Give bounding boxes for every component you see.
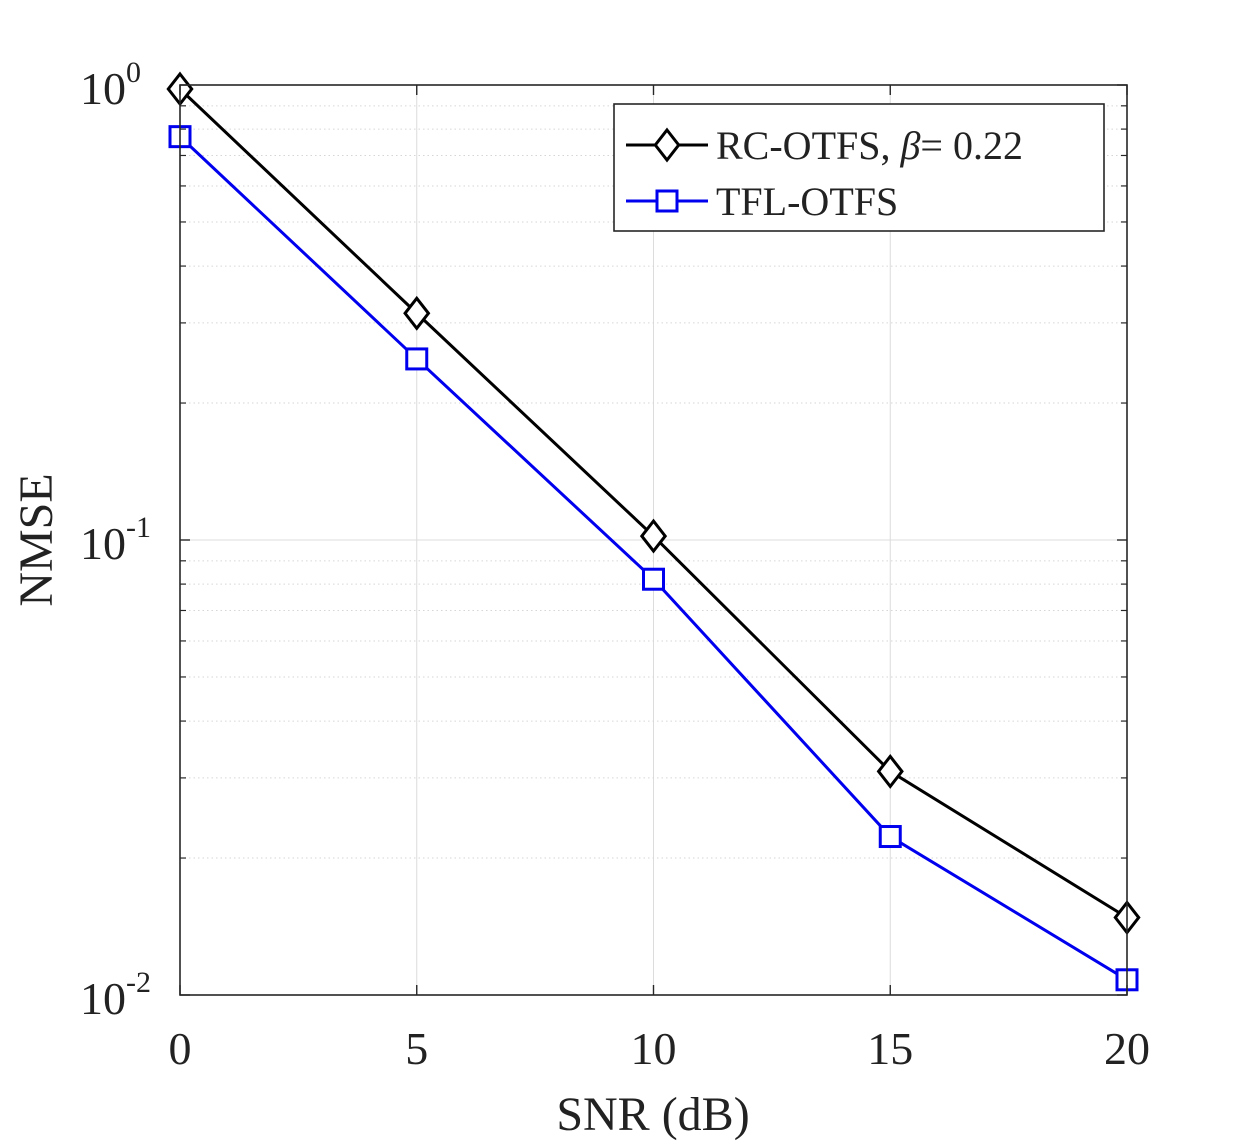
data-point bbox=[403, 295, 431, 331]
legend-entry-2: TFL-OTFS bbox=[626, 179, 898, 224]
data-point bbox=[642, 567, 665, 591]
x-tick-label: 10 bbox=[631, 1023, 677, 1074]
x-axis-label: SNR (dB) bbox=[556, 1088, 749, 1141]
x-tick-label: 5 bbox=[405, 1023, 428, 1074]
legend-entry-1: RC-OTFS, β= 0.22 bbox=[626, 123, 1023, 168]
x-tick-labels: 0 5 10 15 20 bbox=[169, 1023, 1151, 1074]
y-tick-label: 10-2 bbox=[80, 966, 151, 1024]
data-point bbox=[878, 825, 902, 849]
x-tick-label: 15 bbox=[867, 1023, 913, 1074]
axis-ticks bbox=[179, 84, 1128, 996]
legend-marker bbox=[653, 127, 681, 163]
data-point bbox=[876, 753, 904, 789]
data-point bbox=[405, 347, 429, 371]
y-tick-label: 10-1 bbox=[80, 511, 151, 569]
legend-label: TFL-OTFS bbox=[716, 179, 898, 224]
x-tick-label: 20 bbox=[1104, 1023, 1150, 1074]
legend-marker bbox=[655, 189, 679, 213]
legend: RC-OTFS, β= 0.22 TFL-OTFS bbox=[613, 103, 1105, 232]
legend-label: RC-OTFS, β= 0.22 bbox=[716, 123, 1023, 168]
y-tick-label: 100 bbox=[80, 56, 141, 114]
x-tick-label: 0 bbox=[169, 1023, 192, 1074]
data-point bbox=[639, 518, 668, 554]
y-axis-label: NMSE bbox=[10, 473, 63, 606]
y-tick-labels: 100 10-1 10-2 bbox=[80, 56, 151, 1024]
legend-box bbox=[613, 103, 1105, 232]
